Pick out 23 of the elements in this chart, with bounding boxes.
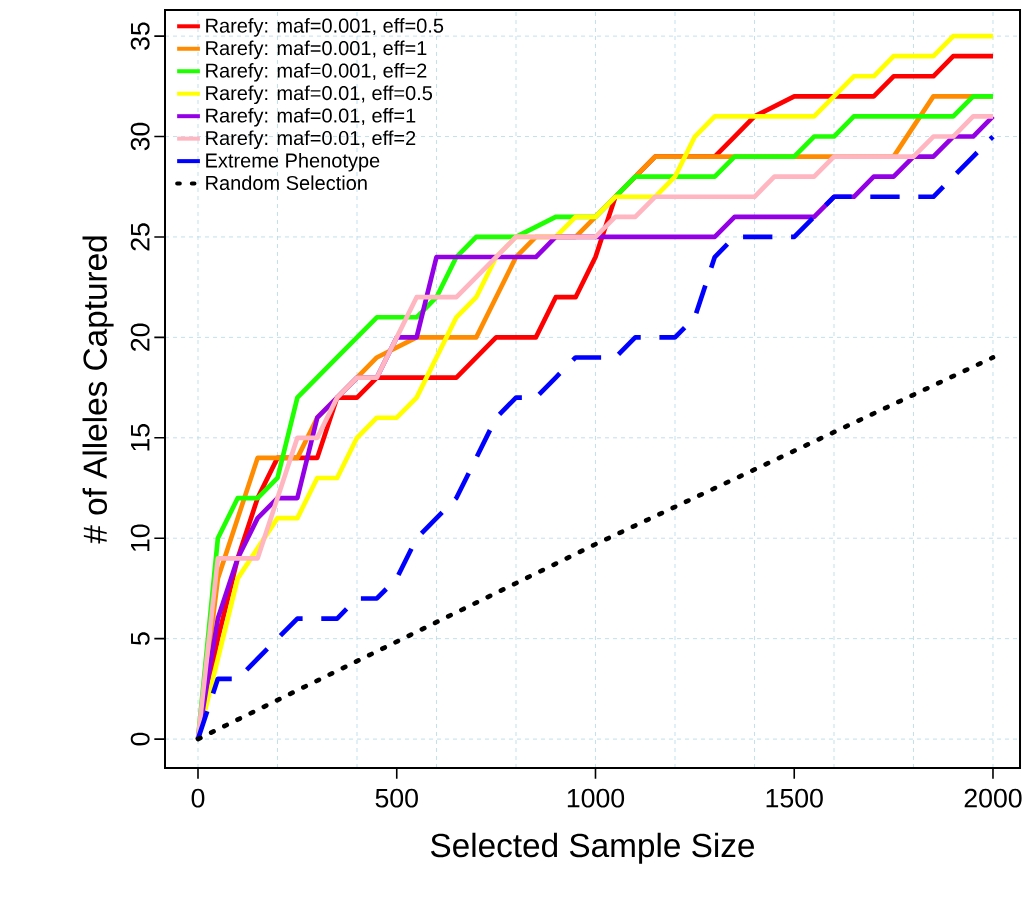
legend-label: Rarefy: maf=0.001, eff=0.5 (206, 18, 444, 37)
legend-label: Random Selection (206, 175, 367, 191)
y-tick-label: 30 (130, 122, 150, 151)
x-tick-label: 500 (375, 788, 418, 808)
x-tick-label: 0 (191, 788, 205, 808)
legend-label: Rarefy: maf=0.001, eff=1 (206, 40, 427, 60)
x-tick-label: 1500 (766, 788, 823, 808)
y-tick-label: 15 (131, 424, 150, 451)
legend-label: Rarefy: maf=0.01, eff=2 (206, 130, 416, 150)
y-tick-label: 5 (131, 632, 150, 645)
x-tick-label: 1000 (567, 788, 625, 808)
legend-label: Rarefy: maf=0.001, eff=2 (206, 63, 427, 82)
legend-label: Extreme Phenotype (206, 152, 380, 172)
y-tick-label: 0 (130, 732, 150, 746)
x-tick-label: 2000 (964, 788, 1022, 808)
y-tick-label: 25 (130, 223, 150, 251)
legend-label: Rarefy: maf=0.01, eff=1 (206, 107, 416, 127)
legend-label: Rarefy: maf=0.01, eff=0.5 (206, 85, 433, 105)
y-tick-label: 10 (130, 524, 150, 552)
y-axis-title: # of Alleles Captured (82, 236, 114, 544)
y-tick-label: 20 (130, 323, 150, 351)
x-axis-title: Selected Sample Size (430, 832, 755, 864)
y-tick-label: 35 (130, 22, 150, 50)
